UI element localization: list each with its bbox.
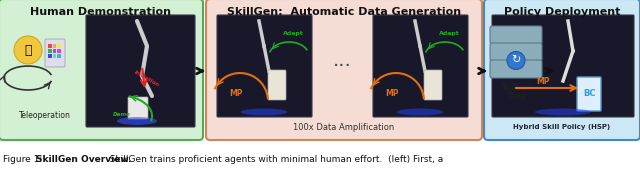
FancyBboxPatch shape: [490, 60, 542, 78]
Ellipse shape: [117, 117, 157, 125]
Text: 100x Data Amplification: 100x Data Amplification: [293, 122, 395, 131]
FancyBboxPatch shape: [45, 39, 65, 67]
Circle shape: [507, 52, 525, 70]
Text: 👤: 👤: [24, 43, 32, 57]
Text: MP: MP: [385, 89, 399, 98]
Bar: [52, 44, 56, 48]
FancyBboxPatch shape: [268, 70, 286, 100]
Bar: [57, 49, 61, 53]
Bar: [57, 54, 61, 58]
FancyBboxPatch shape: [0, 0, 203, 140]
FancyBboxPatch shape: [128, 97, 148, 119]
Text: Adapt: Adapt: [438, 31, 460, 37]
Ellipse shape: [241, 108, 287, 116]
FancyBboxPatch shape: [86, 15, 195, 127]
Bar: [52, 49, 56, 53]
Text: SkillGen trains proficient agents with minimal human effort.  (left) First, a: SkillGen trains proficient agents with m…: [101, 155, 444, 164]
Text: Data: Data: [507, 92, 525, 101]
Text: BC: BC: [583, 89, 595, 98]
Bar: [57, 44, 61, 48]
Text: Hybrid Skill Policy (HSP): Hybrid Skill Policy (HSP): [513, 124, 611, 130]
Circle shape: [14, 36, 42, 64]
FancyBboxPatch shape: [424, 70, 442, 100]
FancyBboxPatch shape: [206, 0, 482, 140]
FancyBboxPatch shape: [217, 15, 312, 117]
Bar: [52, 54, 56, 58]
FancyBboxPatch shape: [492, 15, 634, 117]
Text: SkillGen Overview.: SkillGen Overview.: [36, 155, 131, 164]
Text: MP: MP: [536, 76, 550, 85]
FancyBboxPatch shape: [490, 26, 542, 44]
Text: SkillGen: SkillGen: [500, 83, 532, 92]
Text: SkillGen:  Automatic Data Generation: SkillGen: Automatic Data Generation: [227, 7, 461, 17]
FancyBboxPatch shape: [577, 77, 601, 111]
Text: MP: MP: [229, 89, 243, 98]
Text: Policy Deployment: Policy Deployment: [504, 7, 620, 17]
Bar: [48, 49, 51, 53]
Ellipse shape: [397, 108, 444, 116]
Bar: [48, 44, 51, 48]
Ellipse shape: [535, 108, 591, 116]
FancyBboxPatch shape: [373, 15, 468, 117]
FancyBboxPatch shape: [484, 0, 640, 140]
Text: Human Demonstration: Human Demonstration: [31, 7, 172, 17]
Text: ↻: ↻: [511, 56, 521, 66]
Text: Demo: Demo: [113, 112, 131, 116]
Text: Figure 1:: Figure 1:: [3, 155, 45, 164]
Text: Adapt: Adapt: [283, 31, 303, 37]
Text: ···: ···: [333, 57, 352, 75]
Bar: [48, 54, 51, 58]
Text: Teleoperation: Teleoperation: [19, 111, 71, 120]
Text: Initiation: Initiation: [134, 70, 161, 88]
FancyBboxPatch shape: [490, 43, 542, 61]
